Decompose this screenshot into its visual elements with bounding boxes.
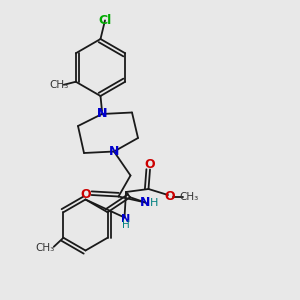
Text: N: N bbox=[122, 214, 130, 224]
Text: O: O bbox=[145, 158, 155, 172]
Text: N: N bbox=[109, 145, 119, 158]
Text: N: N bbox=[140, 196, 151, 209]
Text: N: N bbox=[97, 107, 107, 121]
Text: CH₃: CH₃ bbox=[36, 243, 55, 253]
Text: N: N bbox=[97, 107, 107, 121]
Text: O: O bbox=[164, 190, 175, 203]
Text: O: O bbox=[81, 188, 92, 202]
Text: Cl: Cl bbox=[98, 14, 112, 27]
Text: CH₃: CH₃ bbox=[50, 80, 69, 90]
Text: H: H bbox=[150, 197, 159, 208]
Text: CH₃: CH₃ bbox=[179, 191, 199, 202]
Text: H: H bbox=[122, 220, 130, 230]
